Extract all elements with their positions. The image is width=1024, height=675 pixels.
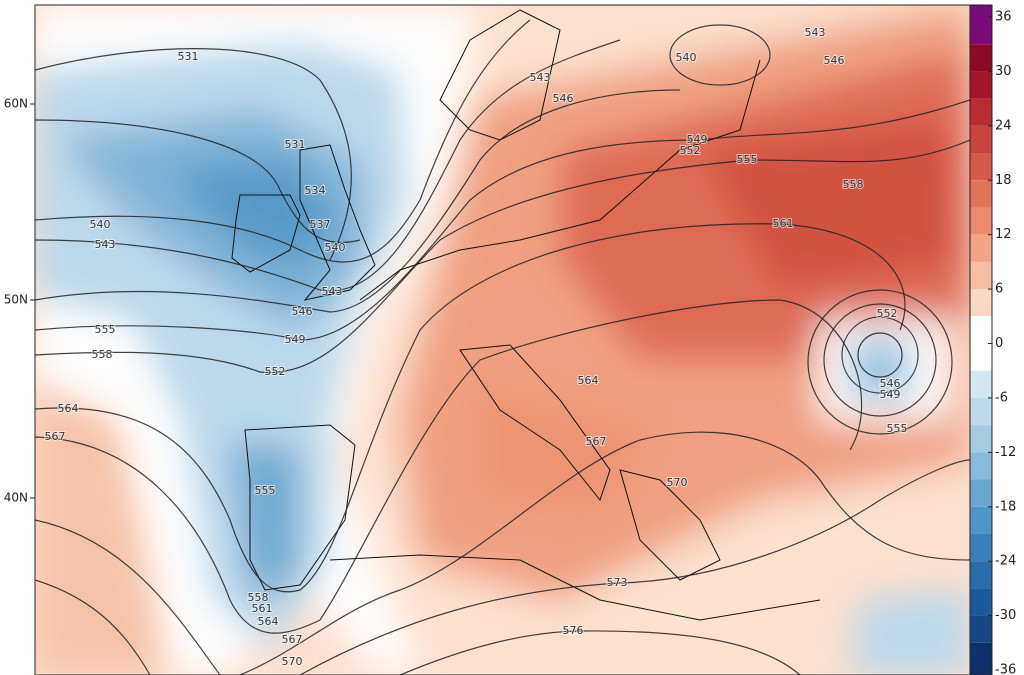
- colorbar-bin: [970, 180, 992, 208]
- contour-label: 543: [530, 71, 551, 84]
- contour-label: 540: [676, 51, 697, 64]
- colorbar-bin: [970, 642, 992, 675]
- map-area: 531 531 534 537 540 543 540 543 546 549 …: [35, 5, 970, 675]
- contour-label: 546: [824, 54, 845, 67]
- colorbar-bin: [970, 533, 992, 562]
- contour-label: 561: [773, 217, 794, 230]
- contour-label: 570: [667, 476, 688, 489]
- colorbar-bin: [970, 234, 992, 262]
- colorbar-bin: [970, 370, 992, 398]
- colorbar-label: -12: [995, 445, 1016, 460]
- colorbar-bin: [970, 397, 992, 426]
- contour-label: 567: [586, 435, 607, 448]
- contour-label: 531: [178, 50, 199, 63]
- colorbar-label: -24: [995, 554, 1016, 569]
- colorbar-label: 36: [995, 10, 1012, 25]
- contour-label: 561: [252, 602, 273, 615]
- contour-label: 546: [553, 92, 574, 105]
- contour-label: 543: [805, 26, 826, 39]
- contour-label: 543: [322, 285, 343, 298]
- colorbar-frame: [969, 4, 993, 675]
- colorbar-bin: [970, 452, 992, 480]
- colorbar-label: -36: [995, 663, 1016, 675]
- colorbar-bin: [970, 588, 992, 616]
- colorbar-label: 30: [995, 64, 1012, 79]
- contour-label: 540: [90, 218, 111, 231]
- contour-labels: 531 531 534 537 540 543 540 543 546 549 …: [44, 25, 909, 669]
- colorbar-bin: [970, 207, 992, 235]
- contour-label: 564: [578, 374, 599, 387]
- lat-label: 40N: [4, 491, 28, 505]
- contour-label: 546: [292, 305, 313, 318]
- contour-label: 558: [843, 178, 864, 191]
- colorbar-label: 0: [995, 336, 1003, 351]
- contours: [35, 19, 970, 675]
- coastlines: [231, 9, 821, 621]
- colorbar-bin: [970, 5, 992, 45]
- contour-label: 555: [255, 484, 276, 497]
- contour-label: 543: [95, 238, 116, 251]
- contour-label: 564: [58, 402, 79, 415]
- colorbar-label: 18: [995, 173, 1012, 188]
- contour-label: 573: [607, 576, 628, 589]
- contour-label: 570: [282, 655, 303, 668]
- contour-label: 555: [95, 323, 116, 336]
- anomaly-field: [35, 5, 970, 675]
- contour-label: 555: [737, 153, 758, 166]
- colorbar-bin: [970, 479, 992, 507]
- contour-label: 567: [45, 430, 66, 443]
- colorbar-label: -30: [995, 608, 1016, 623]
- contour-label: 540: [325, 241, 346, 254]
- colorbar-bin: [970, 343, 992, 371]
- contour-label: 552: [265, 365, 286, 378]
- contour-label: 549: [687, 133, 708, 146]
- contour-label: 564: [258, 615, 279, 628]
- lat-label: 60N: [4, 97, 28, 111]
- lat-label: 50N: [4, 293, 28, 307]
- colorbar-label: 12: [995, 227, 1012, 242]
- colorbar-bin: [970, 615, 992, 643]
- colorbar-bin: [970, 44, 992, 72]
- contour-label: 531: [285, 138, 306, 151]
- contour-label: 552: [680, 144, 701, 157]
- contour-label: 558: [248, 591, 269, 604]
- colorbar-label: -6: [995, 390, 1008, 405]
- colorbar-bin: [970, 153, 992, 181]
- colorbar-bin: [970, 561, 992, 589]
- colorbar-bin: [970, 506, 992, 534]
- contour-label: 534: [305, 184, 326, 197]
- colorbar-bin: [970, 71, 992, 99]
- latitude-axis: 60N 50N 40N: [4, 97, 35, 505]
- contour-label: 552: [877, 307, 898, 320]
- colorbar-bin: [970, 125, 992, 154]
- contour-label: 576: [563, 624, 584, 637]
- colorbar-bin: [970, 289, 992, 317]
- colorbar-label: -18: [995, 499, 1016, 514]
- colorbar-label: 6: [995, 282, 1003, 297]
- colorbar-bin: [970, 425, 992, 453]
- contour-label: 558: [92, 348, 113, 361]
- contour-label: 567: [282, 633, 303, 646]
- contour-label: 546: [880, 377, 901, 390]
- colorbar-bin: [970, 316, 992, 344]
- colorbar-bin: [970, 98, 992, 126]
- contour-label: 555: [887, 422, 908, 435]
- colorbar: 36 30 24 18 12 6 0 -6 -12 -18 -24 -30 -36: [969, 4, 1016, 675]
- colorbar-label: 24: [995, 118, 1012, 133]
- contour-label: 549: [285, 333, 306, 346]
- contour-label: 549: [880, 388, 901, 401]
- contour-label: 537: [310, 218, 331, 231]
- colorbar-bin: [970, 261, 992, 290]
